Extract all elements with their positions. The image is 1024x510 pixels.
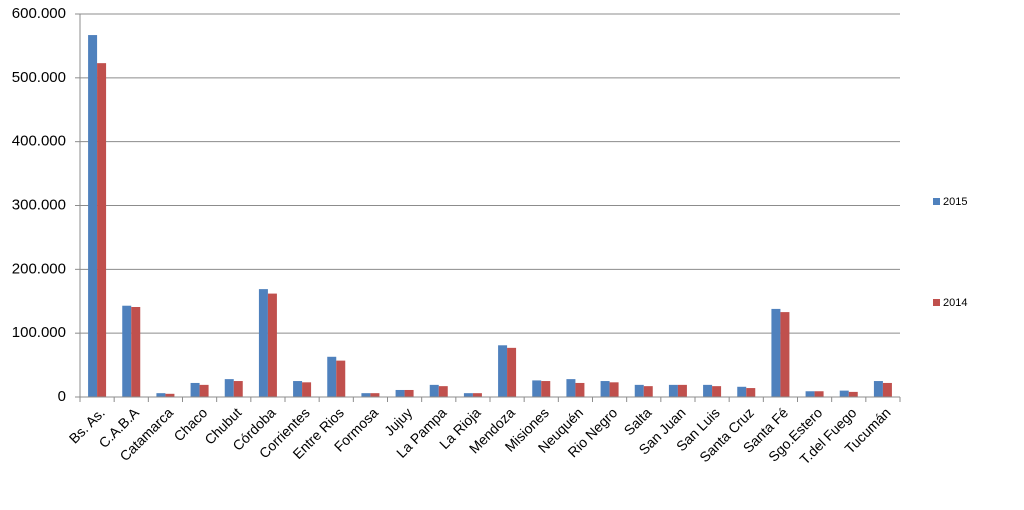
y-tick-label: 100.000 — [12, 324, 66, 341]
bar — [131, 306, 141, 397]
bar — [677, 384, 687, 397]
bar — [267, 293, 277, 397]
legend-swatch — [933, 198, 940, 205]
bar — [122, 305, 132, 397]
bar — [839, 390, 849, 397]
bar — [805, 391, 815, 397]
y-tick-label: 400.000 — [12, 133, 66, 150]
bar — [156, 393, 166, 397]
bar — [634, 384, 644, 397]
bar — [190, 382, 200, 397]
bar — [771, 308, 781, 397]
y-tick-label: 600.000 — [12, 5, 66, 22]
bar — [532, 380, 542, 397]
bar — [882, 382, 892, 397]
bar — [566, 379, 576, 397]
bar — [97, 63, 107, 397]
bar — [873, 381, 883, 397]
bar — [507, 347, 517, 397]
bar — [438, 386, 448, 397]
bar — [814, 391, 824, 397]
legend-swatch — [933, 299, 940, 306]
legend-label: 2015 — [943, 196, 967, 208]
bar — [463, 393, 473, 397]
bar — [737, 386, 747, 397]
bar — [336, 360, 346, 397]
bar — [643, 386, 653, 397]
bar — [404, 389, 414, 397]
bar — [848, 391, 858, 397]
bar — [258, 289, 268, 397]
bar — [541, 381, 551, 397]
bar — [429, 384, 439, 397]
bar — [233, 381, 243, 397]
legend-label: 2014 — [943, 297, 967, 309]
bar — [609, 382, 619, 397]
bar — [88, 35, 98, 397]
bar — [370, 393, 380, 397]
bar — [780, 312, 790, 397]
bar — [361, 393, 371, 397]
y-tick-label: 500.000 — [12, 69, 66, 86]
bar — [199, 384, 209, 397]
bar — [472, 393, 482, 397]
bar — [395, 389, 405, 397]
bar — [600, 381, 610, 397]
bar — [712, 386, 722, 397]
bar — [746, 388, 756, 397]
y-tick-label: 0 — [58, 388, 66, 405]
bar — [575, 382, 585, 397]
bar — [293, 381, 303, 397]
bar — [668, 384, 678, 397]
bar — [703, 384, 713, 397]
bar — [224, 379, 234, 397]
y-tick-label: 200.000 — [12, 260, 66, 277]
y-tick-label: 300.000 — [12, 196, 66, 213]
bar — [302, 382, 312, 397]
bar — [498, 345, 508, 397]
bar — [165, 393, 175, 397]
bar — [327, 356, 337, 397]
